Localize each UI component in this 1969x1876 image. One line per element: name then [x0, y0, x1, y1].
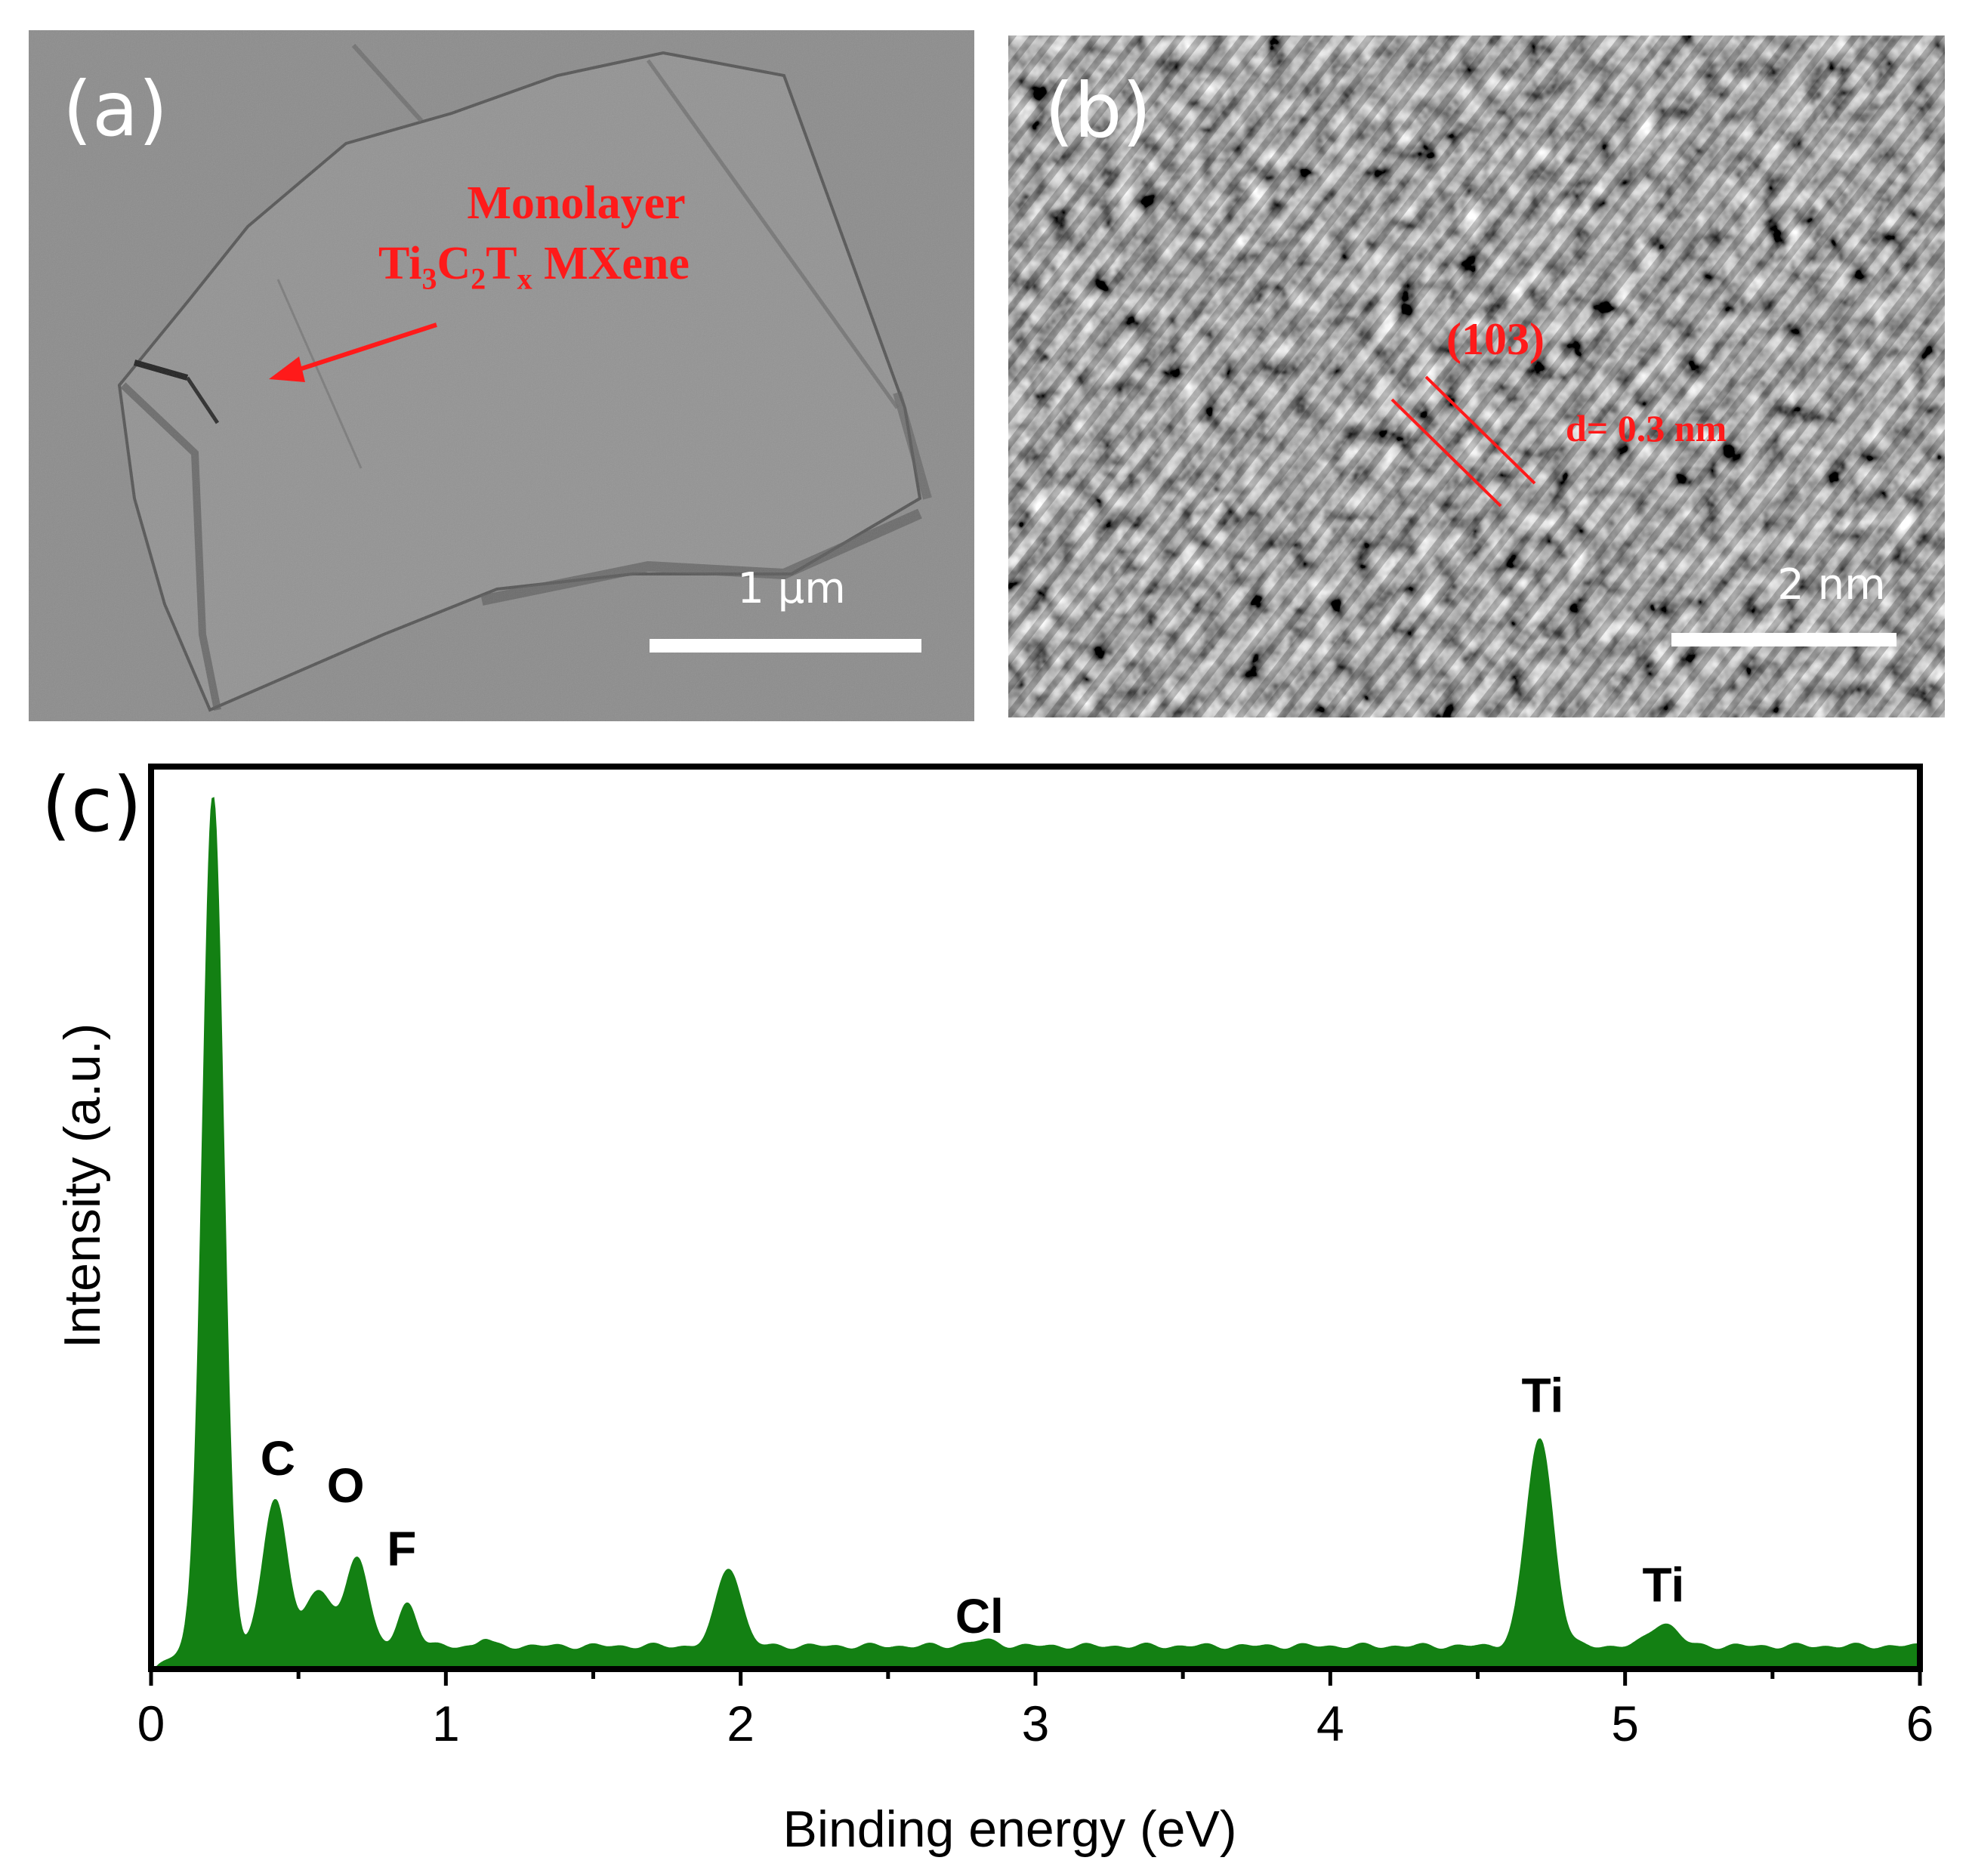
x-tick-label: 3	[1022, 1695, 1050, 1751]
panel-b-hrtem-image: (b) (103) d= 0.3 nm 2 nm	[1008, 35, 1945, 717]
x-tick-label: 4	[1316, 1695, 1344, 1751]
x-tick-label: 1	[432, 1695, 460, 1751]
peak-label-cl: Cl	[955, 1589, 1004, 1643]
annotation-arrow-line	[285, 322, 437, 376]
spectrum-area	[150, 797, 1921, 1670]
peak-annotations: C OF Cl Ti Ti	[261, 1368, 1685, 1643]
x-tick-label: 2	[727, 1695, 755, 1751]
d-spacing-label: d= 0.3 nm	[1566, 407, 1727, 449]
scale-bar-b	[1671, 633, 1896, 646]
panel-c-label: (c)	[42, 761, 142, 849]
peak-label-c: C	[261, 1431, 295, 1486]
lattice-line-1	[1424, 375, 1536, 485]
x-tick-label: 6	[1906, 1695, 1934, 1751]
mxene-formula-label: Ti3C2Tx MXene	[378, 238, 690, 296]
scale-bar-a	[650, 639, 921, 653]
peak-label-ti: Ti	[1522, 1368, 1564, 1422]
x-axis-title: Binding energy (eV)	[782, 1800, 1236, 1858]
peak-label-f: F	[387, 1522, 416, 1576]
tem-image-a	[29, 30, 974, 721]
monolayer-label: Monolayer	[467, 177, 686, 229]
panel-b-label: (b)	[1045, 66, 1152, 155]
panel-a-tem-image: (a) Monolayer Ti3C2Tx MXene 1 μm	[29, 30, 974, 721]
scale-bar-label-a: 1 μm	[737, 564, 846, 613]
x-axis: 0 1 2 3 4 5 6	[137, 1669, 1934, 1751]
x-tick-label: 5	[1611, 1695, 1639, 1751]
eds-spectrum-chart: (c) 0 1 2 3 4 5 6 C OF Cl Ti Ti Binding energy (eV…	[42, 761, 1934, 1858]
peak-label-o: O	[327, 1458, 365, 1513]
lattice-line-2	[1390, 398, 1502, 508]
annotation-arrow-head	[269, 356, 305, 382]
y-axis-title: Intensity (a.u.)	[54, 1023, 111, 1349]
peak-label-ti: Ti	[1643, 1557, 1685, 1612]
plane-index-label: (103)	[1446, 314, 1545, 364]
scale-bar-label-b: 2 nm	[1777, 560, 1886, 609]
panel-a-label: (a)	[63, 65, 168, 153]
hrtem-image-b	[1008, 35, 1945, 717]
x-tick-label: 0	[137, 1695, 165, 1751]
